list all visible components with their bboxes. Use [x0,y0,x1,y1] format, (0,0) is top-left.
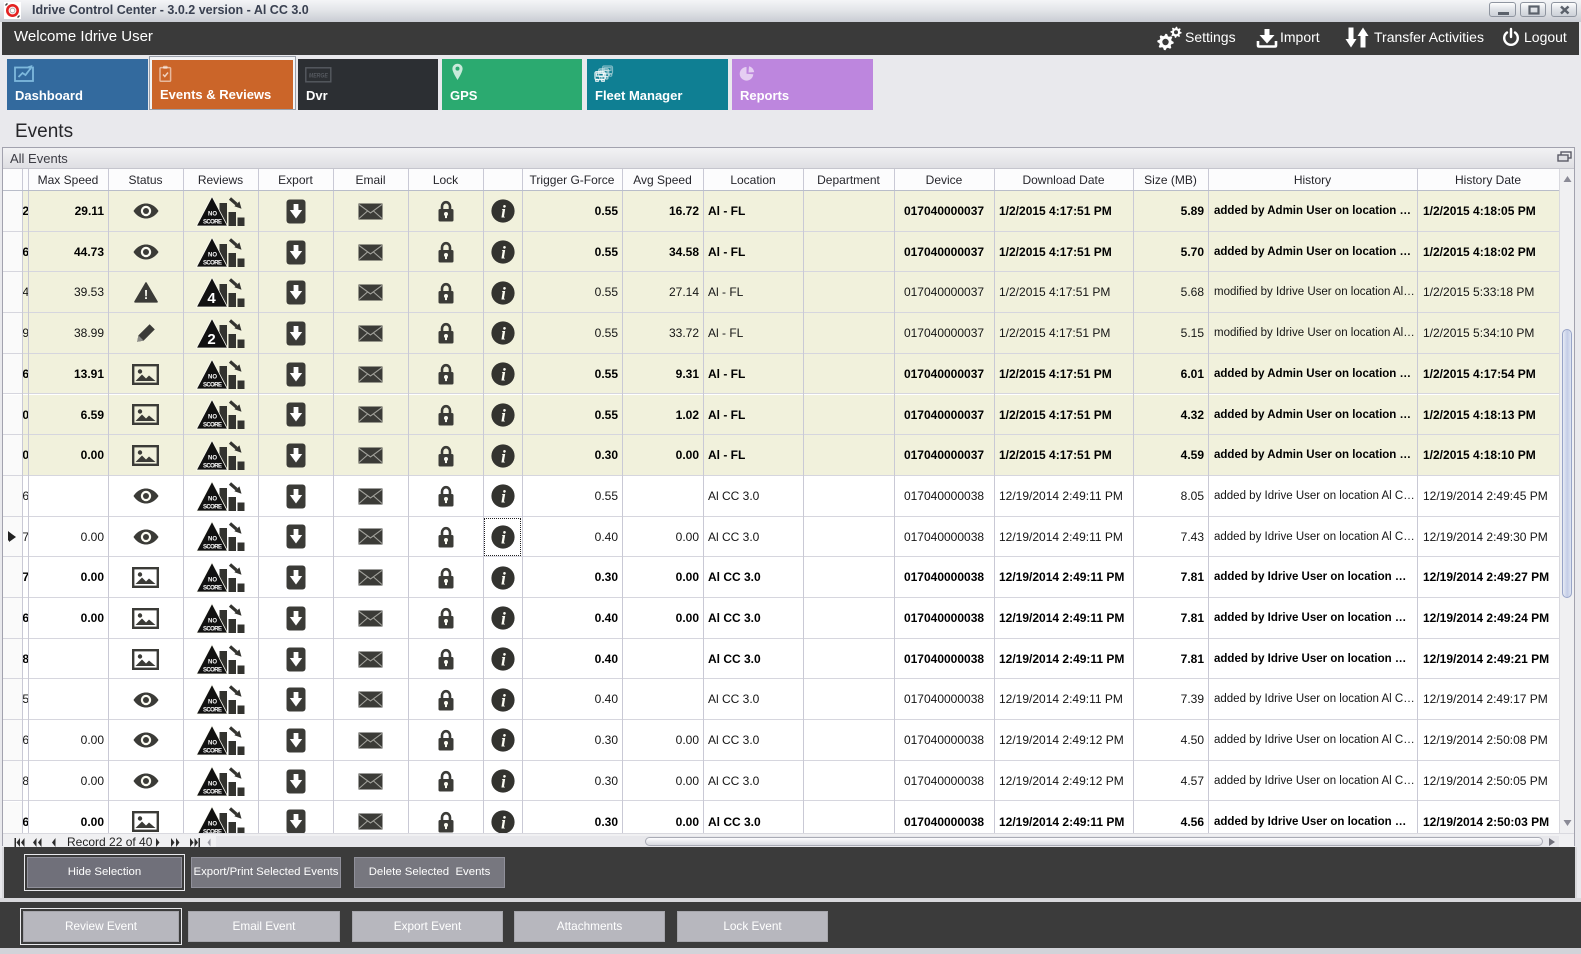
svg-text:MERGE: MERGE [309,73,329,80]
